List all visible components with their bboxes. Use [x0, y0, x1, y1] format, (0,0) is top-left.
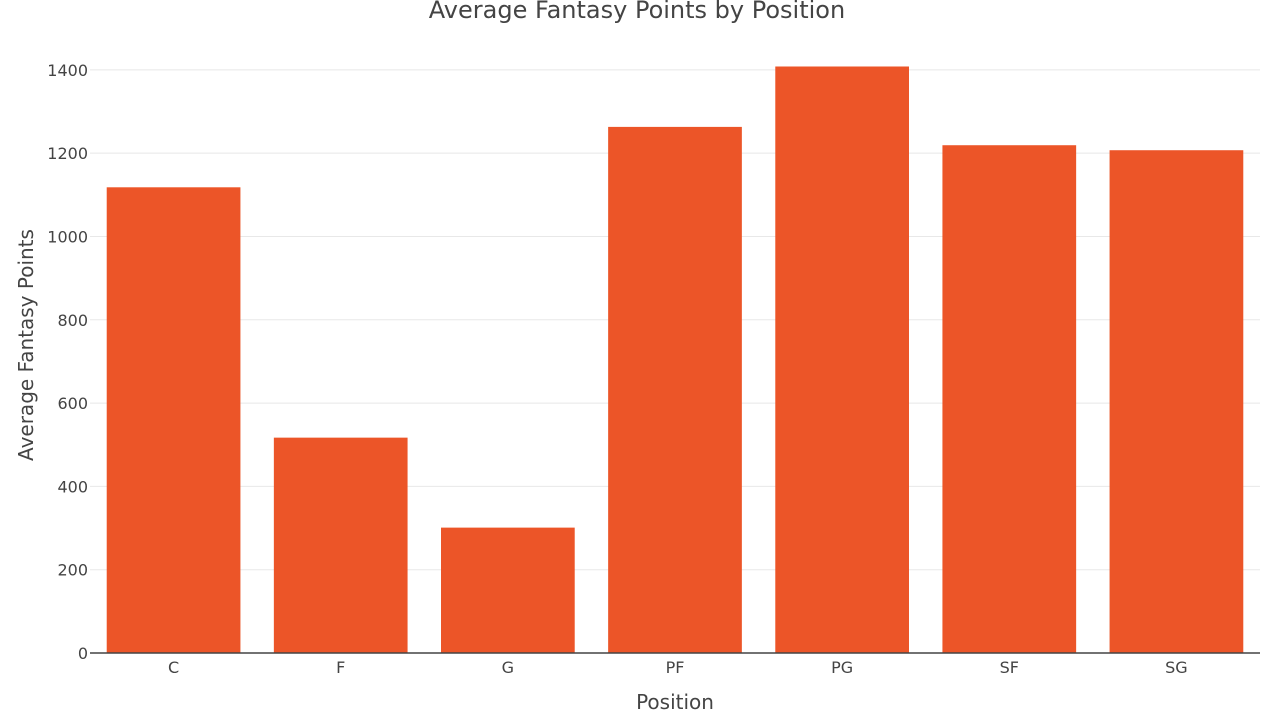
x-axis-ticks: C F G PF PG SF SG	[168, 658, 1188, 677]
x-tick-label-c: C	[168, 658, 179, 677]
y-axis-ticks: 0 200 400 600 800 1000 1200 1400	[47, 61, 88, 663]
y-tick-label: 800	[57, 311, 88, 330]
chart-title: Average Fantasy Points by Position	[429, 0, 845, 24]
bar-g[interactable]	[441, 527, 575, 653]
y-tick-label: 1200	[47, 144, 88, 163]
y-tick-label: 1400	[47, 61, 88, 80]
bar-sg[interactable]	[1109, 150, 1244, 653]
y-tick-label: 0	[78, 644, 88, 663]
x-tick-label-sg: SG	[1165, 658, 1188, 677]
y-tick-label: 200	[57, 561, 88, 580]
bars	[106, 66, 1244, 654]
bar-c[interactable]	[106, 187, 241, 653]
x-axis-title: Position	[636, 690, 714, 711]
bar-sf[interactable]	[942, 145, 1077, 653]
bar-f[interactable]	[273, 437, 408, 653]
x-tick-label-pg: PG	[831, 658, 853, 677]
x-tick-label-f: F	[336, 658, 345, 677]
x-tick-label-sf: SF	[1000, 658, 1019, 677]
x-tick-label-pf: PF	[666, 658, 685, 677]
bar-pg[interactable]	[775, 66, 909, 653]
x-tick-label-g: G	[502, 658, 514, 677]
y-tick-label: 1000	[47, 227, 88, 246]
y-tick-label: 600	[57, 394, 88, 413]
y-tick-label: 400	[57, 477, 88, 496]
y-axis-title: Average Fantasy Points	[14, 229, 38, 461]
bar-pf[interactable]	[608, 126, 742, 654]
